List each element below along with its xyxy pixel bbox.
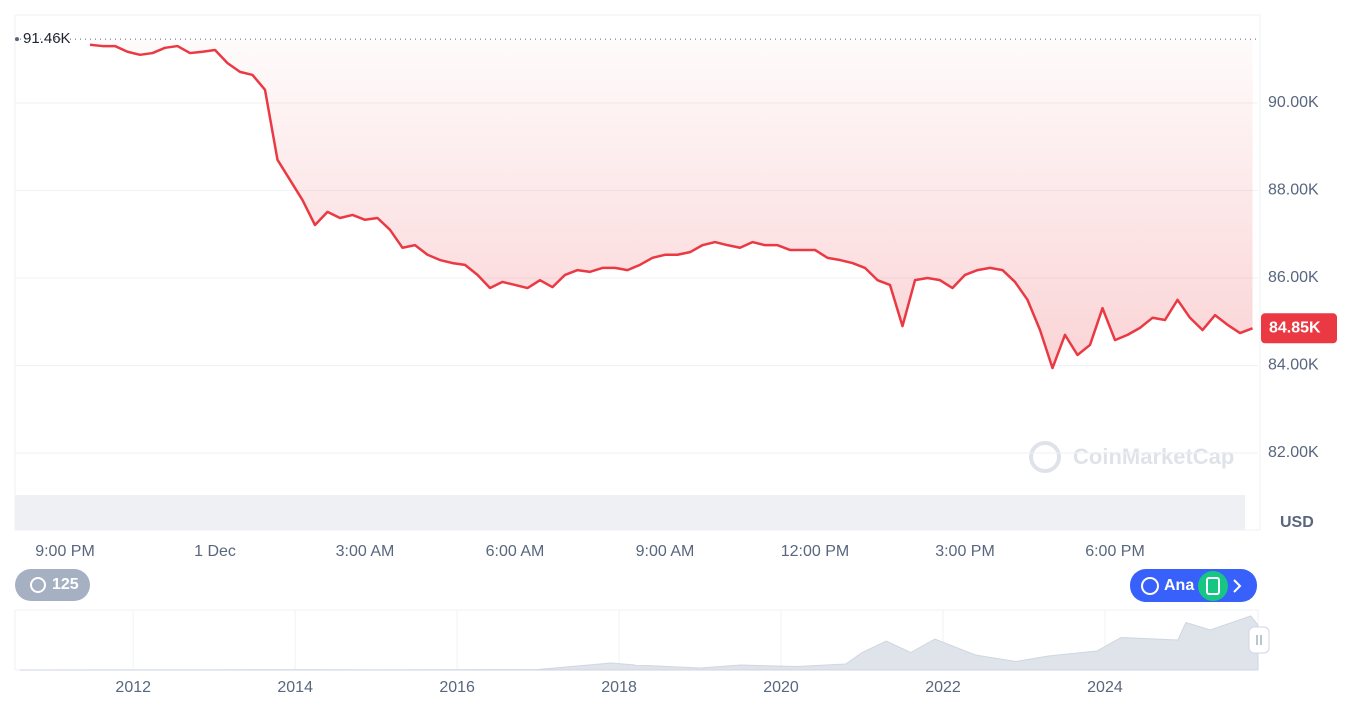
navigator: 2012 2014 2016 2018 2020 2022 2024 [14, 609, 1270, 696]
history-button[interactable]: 125 [15, 569, 90, 601]
analysis-label: Ana [1164, 577, 1194, 594]
x-tick-label: 2020 [763, 679, 799, 696]
y-tick-label: 88.00K [1268, 182, 1319, 199]
x-tick-label: 1 Dec [194, 543, 236, 560]
handle-grip [1256, 635, 1262, 645]
current-price-label: 84.85K [1269, 320, 1321, 337]
volume-band [15, 495, 1245, 530]
price-line [89, 43, 1253, 370]
x-tick-label: 6:00 PM [1085, 543, 1145, 560]
y-tick-label: 84.00K [1268, 357, 1319, 374]
x-tick-label: 6:00 AM [486, 543, 545, 560]
x-tick-label: 2024 [1087, 679, 1123, 696]
x-tick-label: 2016 [439, 679, 475, 696]
high-label: 91.46K [23, 30, 71, 47]
watermark: CoinMarketCap [1029, 441, 1234, 473]
y-tick-label: 90.00K [1268, 94, 1319, 111]
x-tick-label: 2012 [115, 679, 151, 696]
x-tick-label: 3:00 PM [935, 543, 995, 560]
price-chart: 82.00K 84.00K 86.00K 88.00K 90.00K USD 9:00 PM… [15, 30, 1337, 560]
area-fill [90, 39, 1253, 369]
y-tick-label: 82.00K [1268, 444, 1319, 461]
x-tick-label: 12:00 PM [781, 543, 849, 560]
y-tick-label: 86.00K [1268, 269, 1319, 286]
x-tick-label: 3:00 AM [336, 543, 395, 560]
analysis-icon [1141, 577, 1159, 595]
analysis-button[interactable]: Ana [1130, 569, 1257, 602]
x-tick-label: 9:00 PM [35, 543, 95, 560]
chevron [1233, 579, 1242, 593]
watermark-logo [1029, 441, 1061, 473]
x-tick-label: 2022 [925, 679, 961, 696]
navigator-handle[interactable] [1248, 626, 1270, 654]
current-price-badge [1261, 313, 1337, 344]
report-icon [1206, 577, 1220, 595]
history-pill[interactable] [15, 569, 90, 601]
history-count: 125 [52, 576, 79, 593]
x-tick-label: 2014 [277, 679, 313, 696]
report-badge[interactable] [1198, 571, 1228, 601]
navigator-area [19, 615, 1259, 671]
high-dot [15, 37, 19, 42]
history-icon [30, 577, 46, 593]
x-tick-label: 9:00 AM [636, 543, 695, 560]
watermark-text: CoinMarketCap [1073, 444, 1234, 469]
x-tick-label: 2018 [601, 679, 637, 696]
y-unit: USD [1280, 514, 1314, 531]
